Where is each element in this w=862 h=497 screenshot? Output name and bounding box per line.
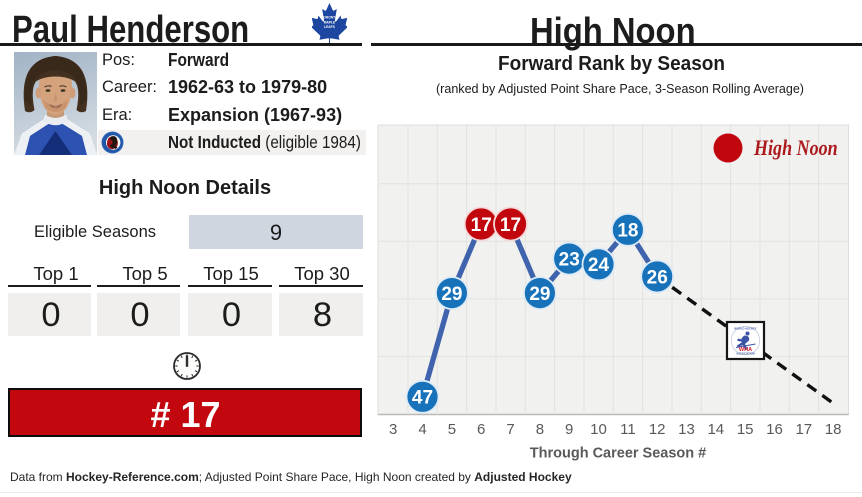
svg-text:7: 7 [506, 421, 514, 438]
svg-text:29: 29 [529, 284, 550, 305]
svg-text:LEAFS: LEAFS [324, 25, 335, 29]
svg-text:WORLD HOCKEY: WORLD HOCKEY [734, 327, 757, 331]
svg-text:18: 18 [617, 221, 638, 242]
svg-text:23: 23 [559, 249, 580, 270]
svg-text:47: 47 [412, 388, 433, 409]
svg-text:17: 17 [795, 421, 812, 438]
svg-text:11: 11 [620, 421, 636, 438]
svg-text:10: 10 [590, 421, 607, 438]
svg-text:MAPLE: MAPLE [324, 20, 336, 24]
svg-text:5: 5 [448, 421, 456, 438]
svg-text:ASSOCIATION: ASSOCIATION [736, 351, 755, 355]
svg-text:17: 17 [471, 215, 492, 236]
svg-text:3: 3 [389, 421, 397, 438]
svg-text:29: 29 [441, 284, 462, 305]
svg-text:26: 26 [647, 267, 668, 288]
svg-text:17: 17 [500, 215, 521, 236]
svg-text:9: 9 [565, 421, 573, 438]
svg-text:15: 15 [737, 421, 754, 438]
svg-text:TORONTO: TORONTO [321, 15, 337, 19]
svg-text:18: 18 [825, 421, 842, 438]
svg-text:6: 6 [477, 421, 485, 438]
svg-text:WHA: WHA [739, 347, 752, 353]
svg-text:14: 14 [707, 421, 724, 438]
svg-text:Through Career Season #: Through Career Season # [530, 446, 706, 462]
svg-text:16: 16 [766, 421, 783, 438]
svg-text:24: 24 [588, 255, 610, 276]
svg-text:4: 4 [418, 421, 426, 438]
svg-text:13: 13 [678, 421, 695, 438]
svg-text:12: 12 [649, 421, 666, 438]
svg-text:8: 8 [536, 421, 544, 438]
